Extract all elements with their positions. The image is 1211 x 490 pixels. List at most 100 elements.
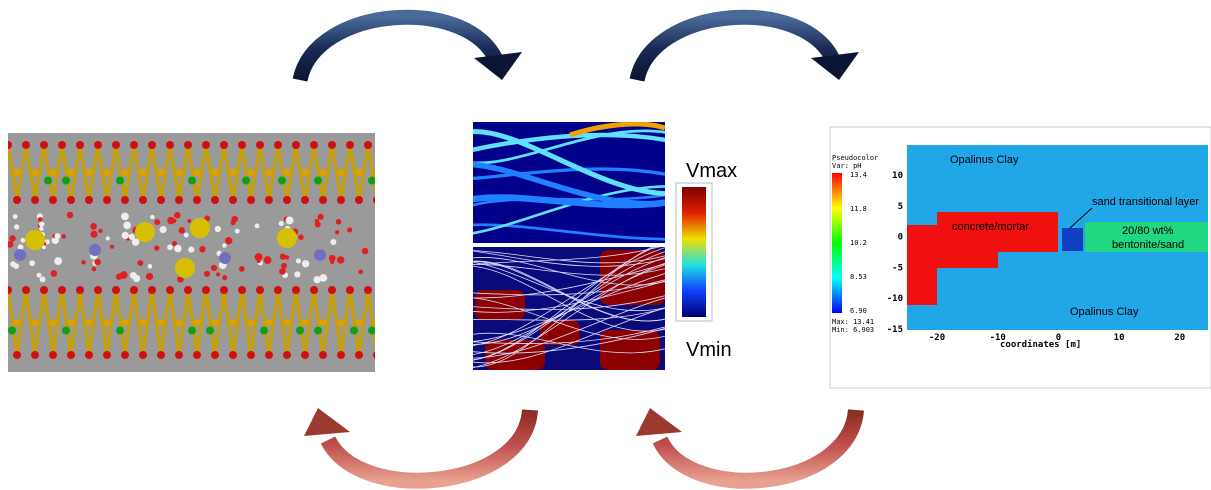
atom (176, 319, 183, 326)
ion (190, 218, 210, 238)
atom (355, 351, 363, 359)
atom (31, 196, 39, 204)
atom (194, 319, 201, 326)
atom (356, 169, 363, 176)
atom (220, 141, 228, 149)
legend-tick: 13.4 (850, 171, 867, 179)
atom (61, 234, 65, 238)
atom (67, 196, 75, 204)
atom (122, 232, 129, 239)
atom (44, 177, 52, 185)
atom (14, 319, 21, 326)
atom (335, 230, 339, 234)
atom (368, 327, 376, 335)
atom (38, 217, 43, 222)
atom (175, 351, 183, 359)
atom (39, 226, 44, 231)
atom (347, 227, 352, 232)
atom (116, 327, 124, 335)
diagram: Vmax Vmin Pseudocolor Var: pH Max: 13.41… (0, 0, 1211, 490)
atom (274, 286, 282, 294)
atom (85, 351, 93, 359)
atom (49, 196, 57, 204)
atom (294, 271, 300, 277)
atom (280, 254, 286, 260)
atom (255, 224, 260, 229)
atom (62, 327, 70, 335)
atom (231, 220, 236, 225)
x-tick-label: 20 (1174, 333, 1185, 343)
atom (292, 286, 300, 294)
atom (278, 177, 286, 185)
atom (284, 319, 291, 326)
atom (358, 269, 363, 274)
atom (49, 351, 57, 359)
atom (374, 319, 381, 326)
atom (158, 169, 165, 176)
atom (86, 319, 93, 326)
atom (355, 196, 363, 204)
atom (329, 255, 336, 262)
ion (219, 252, 231, 264)
atom (90, 223, 97, 230)
atom (337, 196, 345, 204)
atom (315, 219, 320, 224)
atom (22, 286, 30, 294)
atom (103, 351, 111, 359)
region-label: Opalinus Clay (950, 154, 1019, 166)
atom (212, 319, 219, 326)
atom (193, 351, 201, 359)
atom (140, 169, 147, 176)
y-tick-label: 0 (898, 233, 903, 243)
atom (154, 245, 159, 250)
atom (166, 141, 174, 149)
flow-image (470, 122, 670, 243)
atom (40, 276, 46, 282)
atom (222, 243, 227, 248)
atom (346, 286, 354, 294)
atom (247, 351, 255, 359)
atom (166, 286, 174, 294)
atom (39, 221, 45, 227)
atom (150, 215, 155, 220)
x-axis-label: coordinates [m] (1000, 339, 1081, 350)
atom (328, 286, 336, 294)
atom (76, 141, 84, 149)
legend-variable: Var: pH (832, 162, 862, 170)
atom (319, 196, 327, 204)
atom (133, 275, 140, 282)
atom (157, 351, 165, 359)
atom (184, 286, 192, 294)
atom (50, 319, 57, 326)
atom (120, 271, 128, 279)
atom (204, 271, 210, 277)
atom (22, 141, 30, 149)
atom (67, 212, 73, 218)
atom (301, 351, 309, 359)
atom (4, 286, 12, 294)
atom (336, 219, 342, 225)
atom (20, 238, 25, 243)
atom (279, 268, 286, 275)
atom (215, 226, 221, 232)
atom (264, 256, 272, 264)
atom (94, 286, 102, 294)
atom (230, 319, 237, 326)
atom (260, 327, 268, 335)
atom (187, 219, 191, 223)
atom (283, 196, 291, 204)
atom (67, 351, 75, 359)
atom (94, 259, 101, 266)
atom (328, 141, 336, 149)
atom (310, 141, 318, 149)
atom (50, 169, 57, 176)
arrow (637, 17, 859, 80)
atom (13, 214, 18, 219)
blob (600, 330, 660, 370)
atom (139, 351, 147, 359)
atom (338, 319, 345, 326)
atom (167, 244, 173, 250)
atom (320, 169, 327, 176)
atom (62, 177, 70, 185)
vmin-label: Vmin (686, 339, 732, 361)
